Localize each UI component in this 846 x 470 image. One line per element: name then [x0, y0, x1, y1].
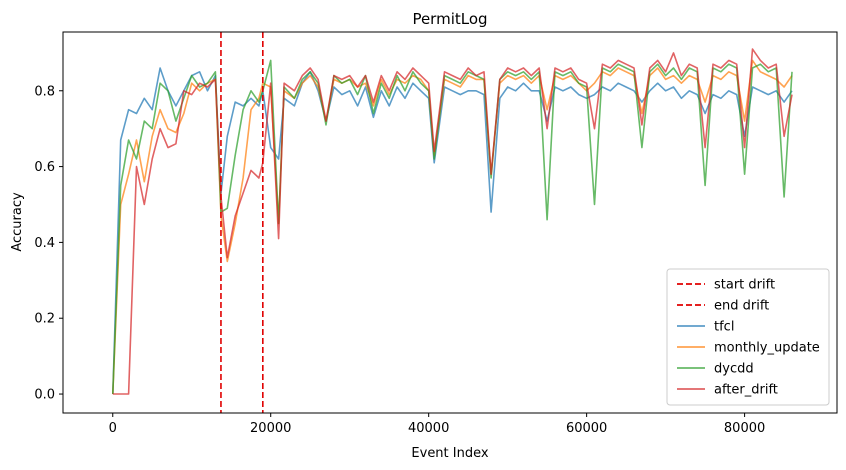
y-tick-label: 0.4 [34, 236, 55, 251]
x-tick-label: 60000 [566, 421, 607, 436]
legend-label-dycdd: dycdd [714, 362, 754, 377]
y-tick-label: 0.2 [34, 312, 55, 327]
y-tick-label: 0.0 [34, 388, 55, 403]
series-line-dycdd [112, 59, 793, 395]
legend-label-tfcl: tfcl [714, 320, 734, 335]
x-tick-label: 80000 [724, 421, 765, 436]
legend-label-start-drift: start drift [714, 278, 775, 293]
x-tick-label: 20000 [250, 421, 291, 436]
x-axis-label: Event Index [411, 446, 488, 461]
axis-ticks: 0 20000 40000 60000 80000 0.0 0.2 0.4 0.6 0.8 [34, 84, 765, 436]
x-tick-label: 40000 [408, 421, 449, 436]
chart-title: PermitLog [412, 10, 487, 28]
y-axis-label: Accuracy [10, 192, 25, 252]
legend-label-after-drift: after_drift [714, 383, 778, 398]
legend: start drift end drift tfcl monthly_updatedy… [666, 268, 830, 406]
series-line-monthly-update [112, 59, 793, 395]
plot-frame [62, 31, 838, 414]
legend-label-monthly-update: monthly_update [714, 341, 820, 356]
legend-box [666, 268, 830, 406]
y-tick-label: 0.6 [34, 160, 55, 175]
series-line-after-drift [112, 48, 793, 395]
legend-label-end-drift: end drift [714, 299, 769, 314]
plot-area [112, 32, 793, 413]
y-tick-label: 0.8 [34, 84, 55, 99]
series-line-tfcl [112, 67, 793, 395]
x-tick-label: 0 [109, 421, 117, 436]
